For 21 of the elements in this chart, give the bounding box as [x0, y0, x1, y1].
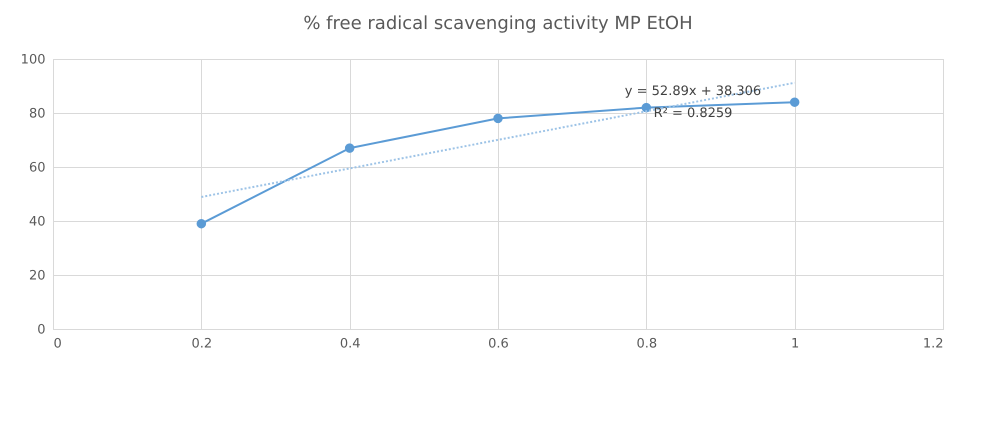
x-tick-label: 1.2 [922, 336, 944, 352]
x-tick-label: 0 [54, 336, 62, 352]
y-tick-label: 100 [20, 52, 46, 68]
y-tick-label: 20 [28, 268, 46, 284]
point [196, 218, 206, 228]
x-tick-label: 1 [791, 336, 800, 352]
point [493, 114, 503, 124]
chart-title: % free radical scavenging activity MP EtOH [303, 13, 693, 34]
y-tick-label: 60 [28, 160, 46, 176]
point [344, 143, 354, 153]
point [790, 97, 800, 107]
y-tick-label: 0 [37, 322, 46, 338]
x-tick-label: 0.8 [636, 336, 658, 352]
x-tick-label: 0.2 [191, 336, 212, 352]
x-tick-label: 0.4 [340, 336, 361, 352]
point [642, 102, 652, 112]
y-tick-label: 80 [28, 106, 46, 122]
annotation: y = 52.89x + 38.306 [624, 84, 762, 99]
y-tick-label: 40 [28, 214, 46, 230]
annotation: R² = 0.8259 [654, 106, 732, 121]
x-tick-label: 0.6 [488, 336, 509, 352]
